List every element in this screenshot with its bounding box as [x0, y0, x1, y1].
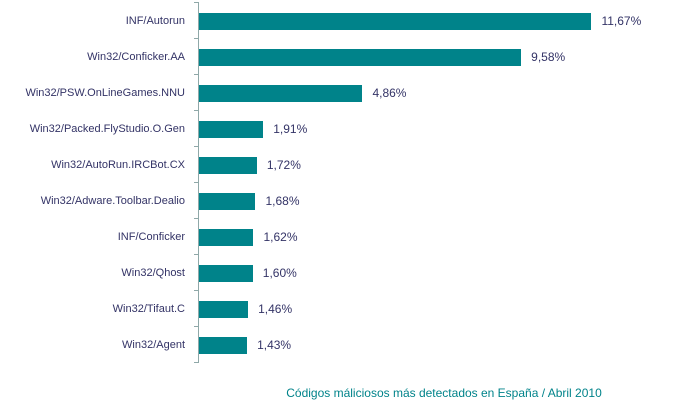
- chart-row: Win32/Conficker.AA 9,58%: [0, 38, 690, 75]
- plot-area: 1,43%: [194, 326, 690, 363]
- bar: [199, 48, 522, 66]
- bar: [199, 192, 256, 210]
- bar: [199, 156, 257, 174]
- plot-area: 1,60%: [194, 254, 690, 291]
- bar: [199, 84, 363, 102]
- bar: [199, 264, 253, 282]
- chart-row: Win32/PSW.OnLineGames.NNU 4,86%: [0, 74, 690, 111]
- bar: [199, 120, 264, 138]
- category-label: Win32/Agent: [122, 339, 185, 351]
- value-label: 1,46%: [258, 302, 293, 316]
- category-label: Win32/Tifaut.C: [112, 303, 185, 315]
- chart-row: Win32/Agent 1,43%: [0, 326, 690, 363]
- value-label: 1,62%: [263, 230, 298, 244]
- category-label: INF/Conficker: [117, 231, 185, 243]
- bar: [199, 300, 249, 318]
- plot-area: 1,72%: [194, 146, 690, 183]
- chart-row: Win32/Adware.Toolbar.Dealio 1,68%: [0, 182, 690, 219]
- category-label: Win32/PSW.OnLineGames.NNU: [25, 87, 185, 99]
- value-label: 1,91%: [273, 122, 308, 136]
- category-label: Win32/Conficker.AA: [87, 51, 185, 63]
- value-label: 9,58%: [531, 50, 566, 64]
- value-label: 11,67%: [601, 14, 642, 28]
- plot-area: 9,58%: [194, 38, 690, 75]
- plot-area: 4,86%: [194, 74, 690, 111]
- chart-row: INF/Conficker 1,62%: [0, 218, 690, 255]
- chart-title: Códigos máliciosos más detectados en Esp…: [286, 386, 602, 400]
- value-label: 1,72%: [266, 158, 301, 172]
- plot-area: 1,68%: [194, 182, 690, 219]
- chart-row: Win32/AutoRun.IRCBot.CX 1,72%: [0, 146, 690, 183]
- plot-area: 11,67%: [194, 2, 690, 39]
- category-label: Win32/Qhost: [121, 267, 185, 279]
- plot-area: 1,91%: [194, 110, 690, 147]
- chart-row: Win32/Packed.FlyStudio.O.Gen 1,91%: [0, 110, 690, 147]
- category-label: INF/Autorun: [125, 15, 185, 27]
- bar: [199, 228, 254, 246]
- plot-area: 1,46%: [194, 290, 690, 327]
- chart-row: Win32/Qhost 1,60%: [0, 254, 690, 291]
- value-label: 1,60%: [262, 266, 297, 280]
- value-label: 1,68%: [265, 194, 300, 208]
- chart-row: Win32/Tifaut.C 1,46%: [0, 290, 690, 327]
- category-label: Win32/AutoRun.IRCBot.CX: [51, 159, 185, 171]
- chart-row: INF/Autorun 11,67%: [0, 2, 690, 39]
- chart-rows: INF/Autorun 11,67% Win32/Conficker.AA 9,58%…: [0, 2, 690, 363]
- plot-area: 1,62%: [194, 218, 690, 255]
- bar: [199, 12, 592, 30]
- category-label: Win32/Adware.Toolbar.Dealio: [40, 195, 185, 207]
- bar: [199, 336, 248, 354]
- category-label: Win32/Packed.FlyStudio.O.Gen: [29, 123, 185, 135]
- value-label: 4,86%: [372, 86, 407, 100]
- value-label: 1,43%: [257, 338, 292, 352]
